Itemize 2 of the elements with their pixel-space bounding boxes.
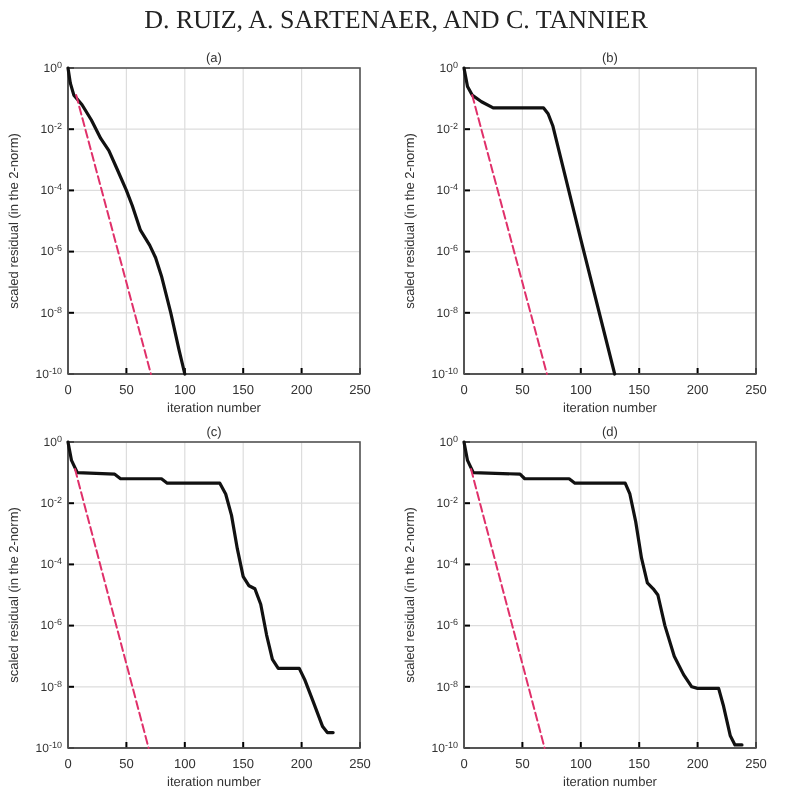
line-series bbox=[66, 440, 335, 735]
text: D. RUIZ, A. SARTENAER, AND C. TANNIER bbox=[142, 4, 650, 36]
